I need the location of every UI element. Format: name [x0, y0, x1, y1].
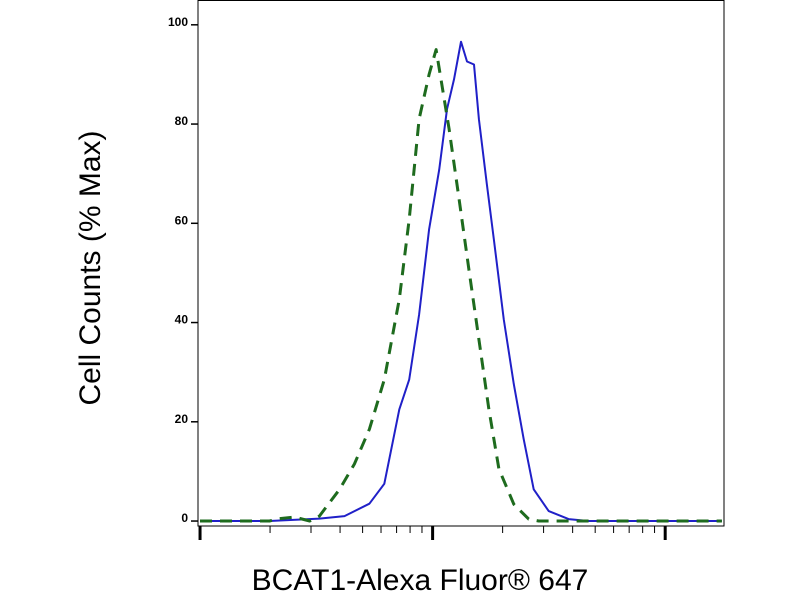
y-axis-label: Cell Counts (% Max)	[74, 130, 107, 405]
y-tick-label: 20	[175, 412, 189, 426]
histogram-line	[200, 48, 722, 523]
y-tick-label: 0	[181, 511, 188, 525]
histogram-line	[200, 40, 722, 522]
plot-frame	[197, 0, 725, 527]
y-tick-label: 40	[175, 313, 189, 327]
y-tick-label: 100	[168, 15, 188, 29]
y-tick-label: 80	[175, 114, 189, 128]
y-tick-label: 60	[175, 213, 189, 227]
x-axis-label: BCAT1-Alexa Fluor® 647	[252, 564, 589, 597]
